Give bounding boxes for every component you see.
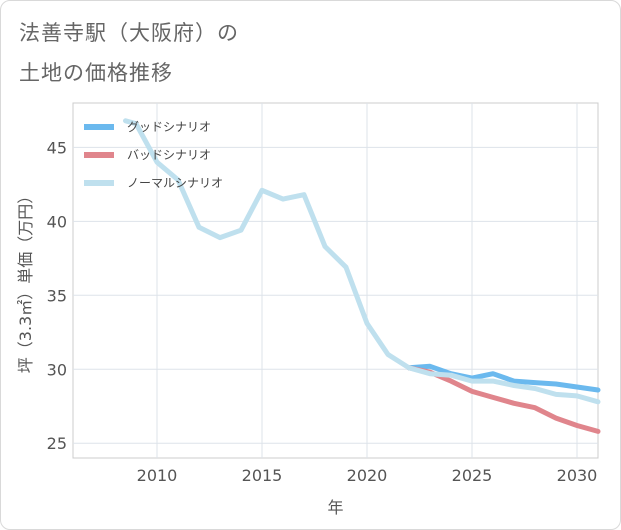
x-axis-title: 年: [327, 498, 343, 517]
chart-title-line-1: 法善寺駅（大阪府）の: [19, 21, 239, 45]
legend-label: ノーマルシナリオ: [127, 176, 223, 190]
y-tick-label: 45: [47, 138, 67, 157]
y-axis-title: 坪（3.3㎡）単価（万円）: [16, 188, 35, 373]
series-line-2: [123, 118, 601, 405]
x-tick-label: 2025: [452, 466, 493, 485]
y-tick-label: 35: [47, 286, 67, 305]
series-line-0: [406, 363, 601, 393]
legend-label: グッドシナリオ: [127, 120, 211, 134]
chart-title-line-2: 土地の価格推移: [19, 61, 173, 85]
y-tick-label: 25: [47, 434, 67, 453]
x-tick-label: 2015: [242, 466, 283, 485]
x-tick-label: 2010: [137, 466, 178, 485]
y-tick-label: 30: [47, 360, 67, 379]
x-tick-label: 2030: [557, 466, 598, 485]
plot-area: [72, 102, 599, 459]
legend-label: バッドシナリオ: [127, 148, 211, 162]
x-tick-label: 2020: [347, 466, 388, 485]
y-tick-label: 40: [47, 212, 67, 231]
